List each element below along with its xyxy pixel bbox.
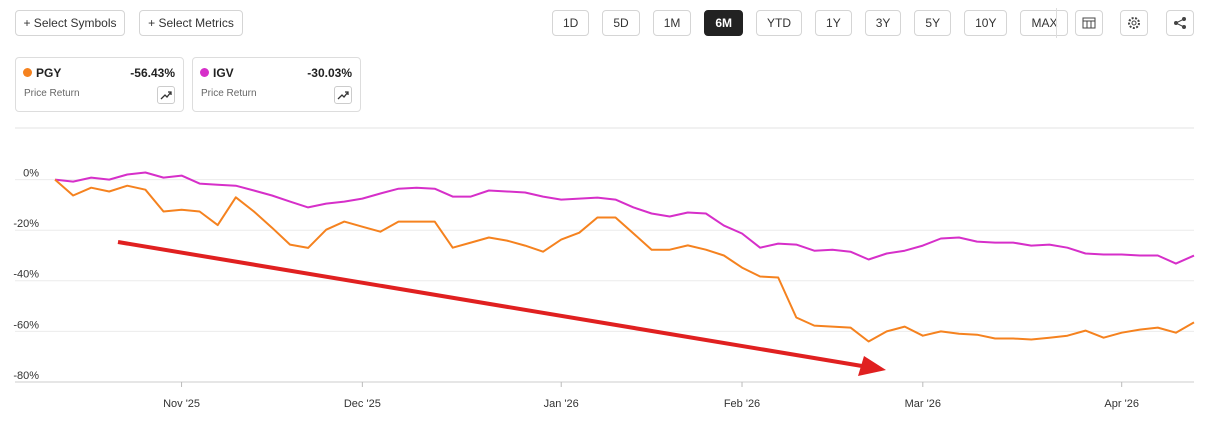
x-tick-label: Jan '26 [544, 398, 579, 410]
series-line [54, 171, 1195, 265]
series-name: PGY [36, 66, 62, 80]
table-icon [1082, 17, 1096, 29]
series-name: IGV [213, 66, 234, 80]
period-button[interactable]: 10Y [964, 10, 1008, 36]
select-symbols[interactable]: + Select Symbols [15, 10, 125, 36]
arrow-shaft [117, 240, 863, 368]
period-button[interactable]: MAX [1020, 10, 1069, 36]
x-tick-label: Mar '26 [905, 398, 941, 410]
chart-icon[interactable] [334, 86, 352, 104]
series-change: -56.43% [130, 66, 175, 80]
period-button[interactable]: 5D [602, 10, 640, 36]
y-tick-label: -20% [13, 218, 39, 230]
select-metrics[interactable]: + Select Metrics [139, 10, 243, 36]
series-change: -30.03% [307, 66, 352, 80]
legend-dot [23, 68, 32, 77]
legend-card[interactable]: PGY -56.43% Price Return [15, 57, 184, 112]
trend-arrow [117, 240, 886, 376]
x-tick-label: Feb '26 [724, 398, 760, 410]
gear-icon [1128, 17, 1140, 29]
period-button[interactable]: 5Y [914, 10, 952, 36]
y-tick-label: -60% [13, 319, 39, 331]
trend-icon [337, 91, 349, 100]
period-button[interactable]: 3Y [864, 10, 902, 36]
period-selector: 1D 5D 1M 6M YTD 1Y 3Y 5Y 10Y MAX [552, 10, 1069, 36]
series-line [54, 178, 1195, 343]
y-tick-label: -40% [13, 269, 39, 281]
period-button[interactable]: 1Y [815, 10, 852, 36]
metric-label: Price Return [24, 88, 80, 99]
x-tick-label: Dec '25 [344, 398, 381, 410]
x-tick-label: Nov '25 [163, 398, 200, 410]
y-tick-label: -80% [13, 370, 39, 382]
trend-icon [160, 91, 172, 100]
period-button[interactable]: 1M [652, 10, 692, 36]
period-button[interactable]: 6M [704, 10, 744, 36]
x-tick-label: Apr '26 [1104, 398, 1139, 410]
settings-button[interactable] [1120, 10, 1148, 36]
period-button[interactable]: YTD [756, 10, 803, 36]
legend-dot [200, 68, 209, 77]
chart-icon[interactable] [157, 86, 175, 104]
metric-label: Price Return [201, 88, 257, 99]
arrow-head [858, 356, 886, 376]
period-button[interactable]: 1D [552, 10, 590, 36]
share-icon [1174, 17, 1186, 29]
y-tick-label: 0% [23, 168, 39, 180]
table-button[interactable] [1075, 10, 1103, 36]
legend-card[interactable]: IGV -30.03% Price Return [192, 57, 361, 112]
share-button[interactable] [1166, 10, 1194, 36]
divider [1056, 8, 1057, 38]
